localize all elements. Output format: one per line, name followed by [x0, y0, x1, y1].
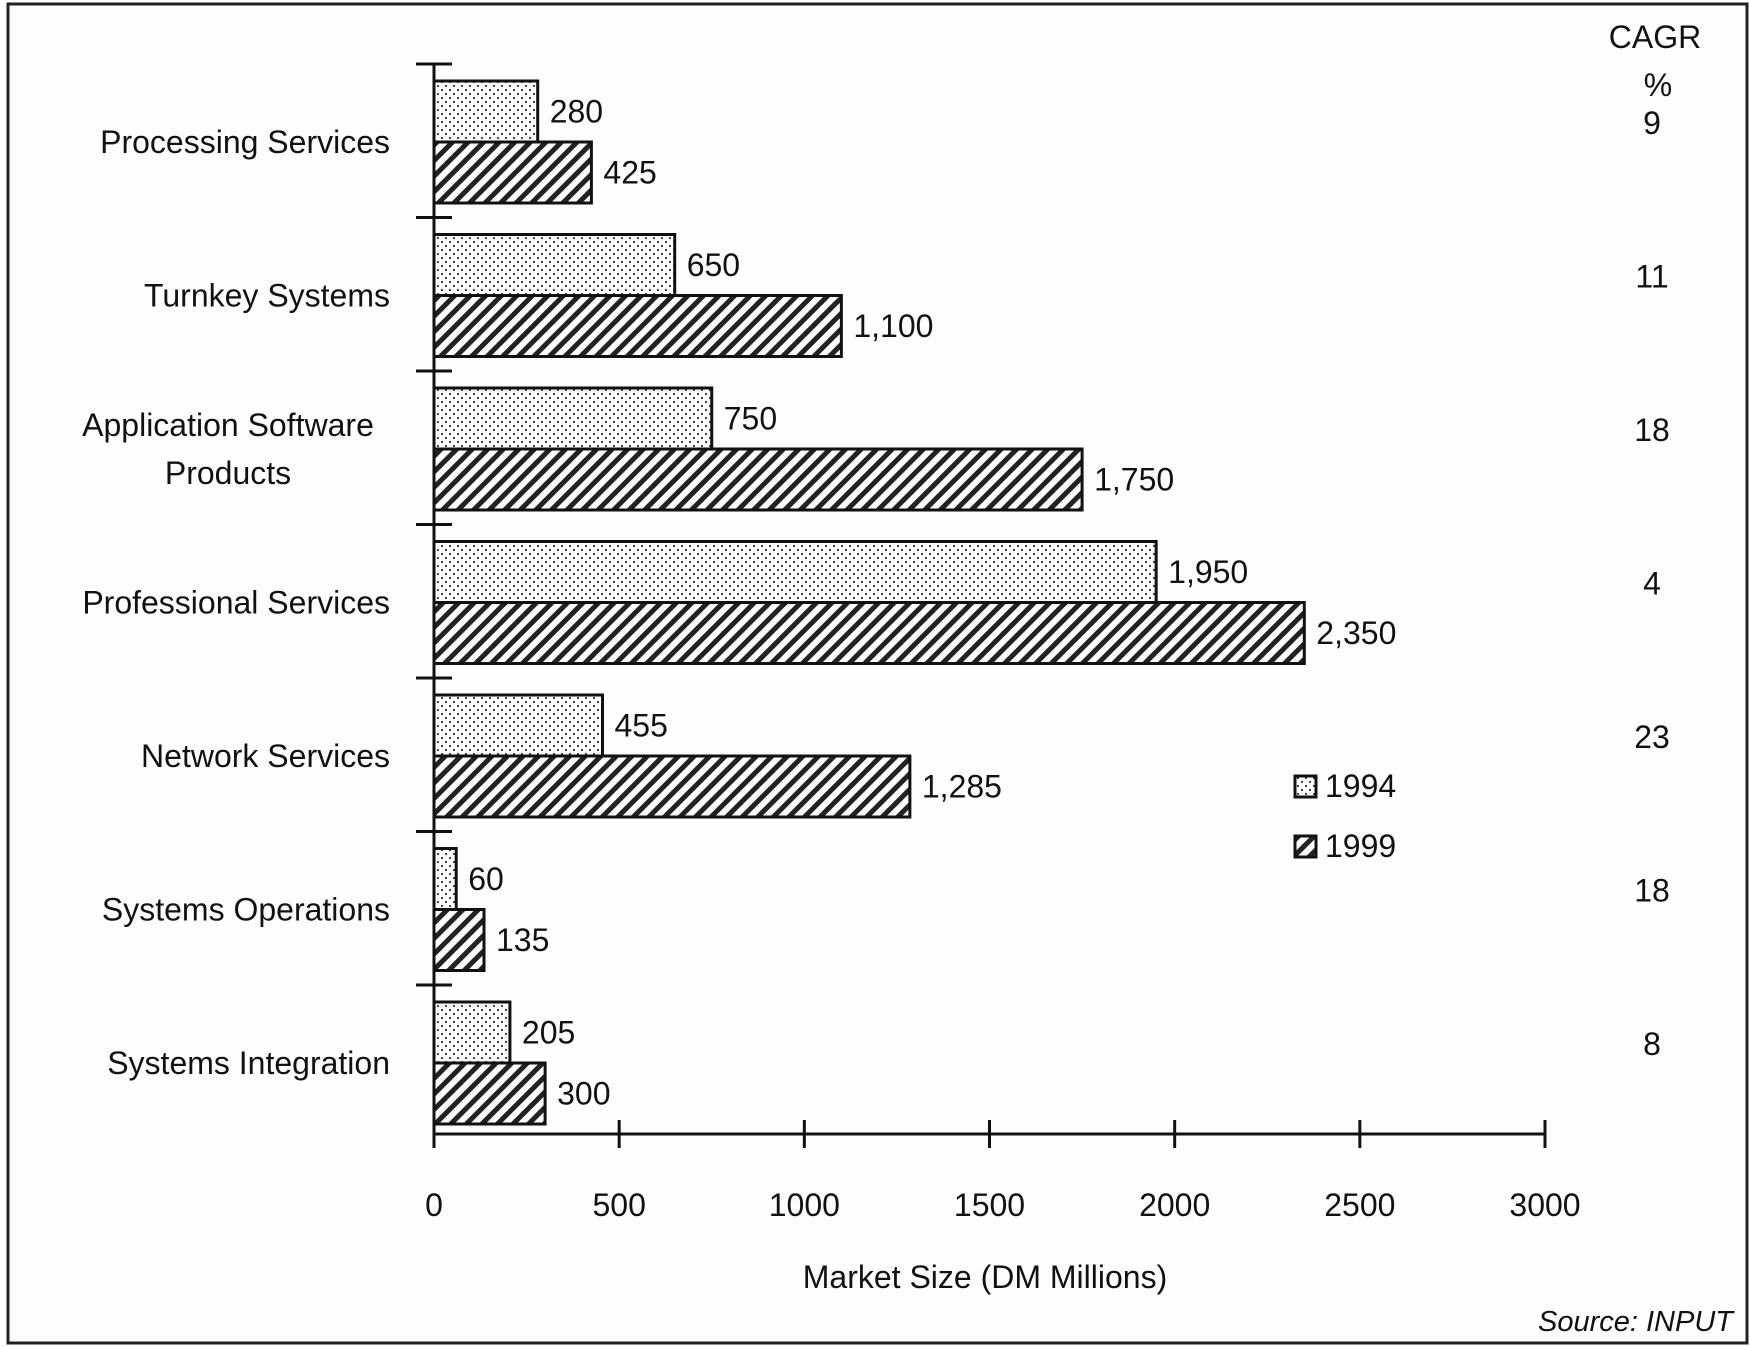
x-tick-label: 2000	[1139, 1187, 1210, 1223]
category-label-line2: Products	[165, 455, 291, 491]
bar-value-label: 135	[496, 922, 549, 958]
legend-swatch-1999	[1293, 834, 1318, 859]
bar-1999	[432, 1061, 547, 1126]
category-label: Systems Operations	[102, 892, 390, 928]
bar-value-label: 750	[724, 401, 777, 437]
bar-value-label: 650	[687, 247, 740, 283]
cagr-value: 23	[1634, 719, 1670, 755]
bar-value-label: 1,100	[853, 308, 933, 344]
category-label: Turnkey Systems	[144, 278, 390, 314]
category-label: Application Software	[82, 407, 374, 443]
bar-value-label: 2,350	[1316, 615, 1396, 651]
cagr-value: 9	[1643, 105, 1661, 141]
cagr-value: 4	[1643, 566, 1661, 602]
bar-1994	[432, 1000, 512, 1065]
bar-1994	[432, 847, 458, 911]
bar-1994	[432, 386, 714, 451]
x-tick-label: 1500	[954, 1187, 1025, 1223]
bar-value-label: 425	[603, 155, 656, 191]
x-tick-label: 3000	[1509, 1187, 1580, 1223]
bar-1999	[432, 601, 1306, 665]
bar-value-label: 1,750	[1094, 462, 1174, 498]
x-tick-label: 2500	[1324, 1187, 1395, 1223]
cagr-value: 18	[1634, 412, 1670, 448]
category-label: Professional Services	[82, 585, 390, 621]
x-tick-label: 0	[425, 1187, 443, 1223]
plot-area: 0 500 1000 1500 2000 2500 3000 Market Size (DM …	[82, 19, 1735, 1338]
bar-value-label: 280	[550, 94, 603, 130]
cagr-value: 18	[1634, 873, 1670, 909]
bar-1999	[432, 754, 912, 819]
category-label: Network Services	[141, 738, 390, 774]
source-note: Source: INPUT	[1538, 1306, 1735, 1338]
bar-1999	[432, 908, 486, 972]
cagr-header: CAGR	[1609, 19, 1701, 55]
category-label: Processing Services	[100, 124, 390, 160]
bar-value-label: 455	[615, 708, 668, 744]
bar-value-label: 1,950	[1168, 554, 1248, 590]
bar-1994	[432, 693, 605, 758]
bar-1999	[432, 447, 1084, 512]
bar-1994	[432, 79, 540, 144]
bar-value-label: 300	[557, 1076, 610, 1112]
bar-value-label: 205	[522, 1015, 575, 1051]
legend-label-1999: 1999	[1325, 828, 1396, 864]
chart-frame	[6, 2, 1749, 1345]
bar-value-label: 60	[468, 861, 504, 897]
legend-label-1994: 1994	[1325, 768, 1396, 804]
cagr-value: 8	[1643, 1026, 1661, 1062]
x-axis-title: Market Size (DM Millions)	[803, 1259, 1167, 1295]
x-tick-label: 500	[592, 1187, 645, 1223]
cagr-header-unit: %	[1644, 67, 1672, 103]
bar-1999	[432, 294, 843, 358]
bar-1999	[432, 140, 593, 205]
cagr-value: 11	[1635, 259, 1668, 295]
x-tick-label: 1000	[769, 1187, 840, 1223]
legend-swatch-1994	[1293, 774, 1318, 799]
category-label: Systems Integration	[107, 1045, 390, 1081]
bar-value-label: 1,285	[922, 769, 1002, 805]
bar-1994	[432, 233, 677, 297]
bar-1994	[432, 540, 1158, 604]
